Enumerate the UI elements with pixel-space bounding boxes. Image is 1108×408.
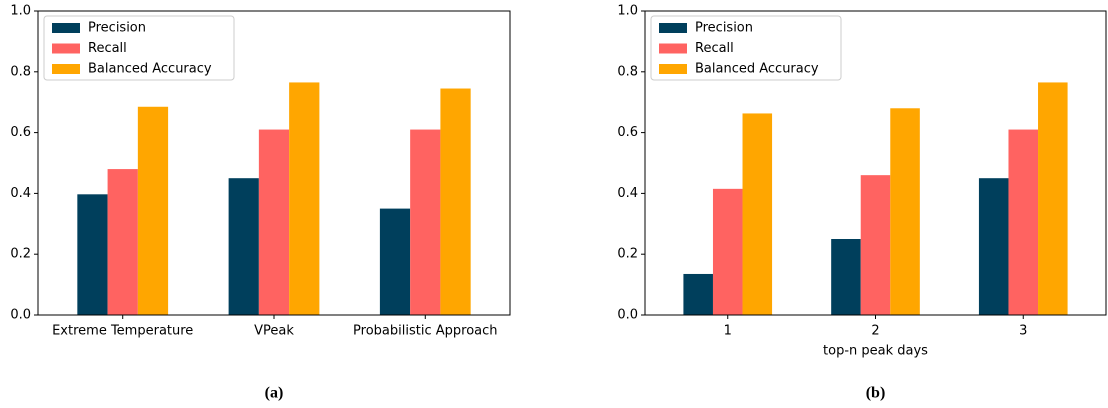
legend-label: Balanced Accuracy	[88, 62, 212, 77]
legend-label: Recall	[88, 41, 127, 56]
plot-frame	[644, 10, 1107, 316]
legend-box	[43, 15, 235, 81]
legend-label: Balanced Accuracy	[695, 62, 819, 77]
y-tick-label: 0.4	[10, 186, 31, 201]
bar	[712, 188, 743, 315]
x-tick-label: VPeak	[254, 324, 294, 339]
y-tick-label: 0.0	[617, 308, 638, 323]
bar	[683, 273, 713, 315]
y-tick-label: 0.2	[10, 247, 31, 262]
y-tick-label: 1.0	[10, 4, 31, 19]
y-tick-label: 0.8	[617, 64, 638, 79]
bar	[107, 169, 138, 315]
plot-frame	[37, 10, 511, 316]
x-tick-label: 3	[1019, 324, 1027, 339]
legend-swatch	[659, 23, 687, 33]
legend-label: Precision	[695, 21, 753, 36]
legend-label: Precision	[88, 21, 146, 36]
x-tick-label: Extreme Temperature	[52, 324, 193, 339]
y-tick-label: 0.0	[10, 308, 31, 323]
bar	[831, 239, 861, 315]
bar	[1008, 129, 1039, 315]
bar	[379, 208, 411, 315]
caption: (b)	[866, 385, 886, 402]
y-tick-label: 1.0	[617, 4, 638, 19]
bar	[860, 175, 891, 315]
legend-label: Recall	[695, 41, 734, 56]
legend-swatch	[52, 23, 80, 33]
y-tick-label: 0.4	[617, 186, 638, 201]
bar	[258, 129, 290, 315]
x-tick-label: Probabilistic Approach	[353, 324, 497, 339]
bar	[978, 178, 1009, 315]
caption: (a)	[265, 385, 284, 402]
bar	[440, 88, 471, 316]
bar	[289, 82, 320, 315]
bar	[742, 113, 773, 315]
legend-swatch	[659, 43, 687, 54]
bar	[890, 108, 920, 315]
y-tick-label: 0.2	[617, 247, 638, 262]
legend-swatch	[659, 64, 687, 74]
bar	[137, 106, 169, 315]
bar	[228, 178, 259, 315]
x-axis-label: top-n peak days	[823, 344, 928, 359]
legend-box	[650, 15, 842, 81]
bar	[1038, 82, 1068, 315]
x-tick-label: 2	[871, 324, 879, 339]
bar	[77, 194, 108, 315]
legend-swatch	[52, 64, 80, 74]
y-tick-label: 0.8	[10, 64, 31, 79]
bar	[410, 129, 441, 315]
y-tick-label: 0.6	[10, 125, 31, 140]
x-tick-label: 1	[724, 324, 732, 339]
legend-swatch	[52, 43, 80, 54]
y-tick-label: 0.6	[617, 125, 638, 140]
